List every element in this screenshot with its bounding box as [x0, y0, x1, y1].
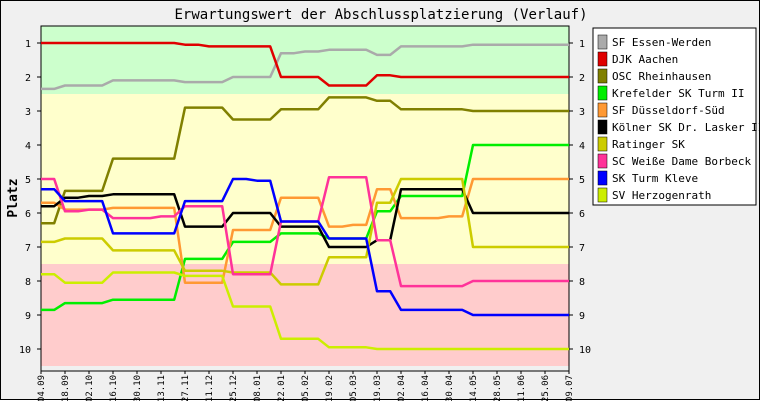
x-tick-label: 25.06	[541, 375, 551, 401]
series-line	[41, 177, 569, 284]
y-tick-label-left: 10	[19, 345, 31, 356]
legend-label: Ratinger SK	[612, 138, 685, 151]
y-tick-label-left: 2	[25, 73, 31, 84]
x-tick-label: 13.11	[157, 375, 167, 401]
y-tick-label-right: 4	[579, 141, 585, 152]
y-tick-label-left: 1	[25, 39, 31, 50]
y-tick-label-right: 9	[579, 311, 585, 322]
y-tick-label-left: 7	[25, 243, 31, 254]
legend-swatch	[597, 85, 608, 101]
y-tick-label-left: 8	[25, 277, 31, 288]
y-tick-label-right: 6	[579, 209, 585, 220]
legend-swatch	[597, 136, 608, 152]
legend-swatch	[597, 187, 608, 203]
series-line	[41, 96, 569, 225]
legend-label: SK Turm Kleve	[612, 172, 698, 185]
legend-label: DJK Aachen	[612, 53, 678, 66]
legend-label: SV Herzogenrath	[612, 189, 711, 202]
x-tick-label: 02.04	[397, 375, 407, 401]
legend-swatch	[597, 119, 608, 135]
x-tick-label: 14.05	[469, 375, 479, 401]
y-tick-label-left: 9	[25, 311, 31, 322]
x-tick-label: 18.09	[61, 375, 71, 401]
series-line	[41, 177, 569, 286]
legend-label: Kölner SK Dr. Lasker II	[612, 121, 760, 134]
x-tick-label: 30.04	[445, 375, 455, 401]
y-axis-label: Platz	[6, 178, 21, 217]
y-tick-label-left: 5	[25, 175, 31, 186]
x-tick-label: 19.03	[373, 375, 383, 401]
x-tick-label: 05.02	[301, 375, 311, 401]
y-tick-label-right: 10	[579, 345, 591, 356]
x-tick-label: 22.01	[277, 375, 287, 401]
x-tick-label: 04.09	[37, 375, 47, 401]
x-tick-label: 09.07	[565, 375, 575, 401]
legend-swatch	[597, 170, 608, 186]
legend-swatch	[597, 51, 608, 67]
x-tick-label: 27.11	[181, 375, 191, 401]
y-tick-label-left: 6	[25, 209, 31, 220]
legend-swatch	[597, 102, 608, 118]
y-tick-label-left: 3	[25, 107, 31, 118]
x-tick-label: 16.10	[109, 375, 119, 401]
x-tick-label: 05.03	[349, 375, 359, 401]
series-line	[41, 41, 569, 87]
series-line	[41, 143, 569, 312]
zone-band	[41, 26, 569, 94]
legend-label: SC Weiße Dame Borbeck	[612, 155, 751, 168]
series-line	[41, 187, 569, 249]
x-tick-label: 19.02	[325, 375, 335, 401]
x-tick-label: 02.10	[85, 375, 95, 401]
x-tick-label: 28.05	[493, 375, 503, 401]
y-tick-label-right: 3	[579, 107, 585, 118]
series-line	[41, 271, 569, 351]
legend-swatch	[597, 34, 608, 50]
legend-label: SF Düsseldorf-Süd	[612, 104, 725, 117]
legend-box	[592, 27, 757, 206]
y-tick-label-left: 4	[25, 141, 31, 152]
series-line	[41, 43, 569, 91]
legend-label: Krefelder SK Turm II	[612, 87, 744, 100]
x-tick-label: 25.12	[229, 375, 239, 401]
x-tick-label: 11.06	[517, 375, 527, 401]
y-tick-label-right: 8	[579, 277, 585, 288]
y-tick-label-right: 2	[579, 73, 585, 84]
x-tick-label: 11.12	[205, 375, 215, 401]
y-tick-label-right: 1	[579, 39, 585, 50]
legend-label: SF Essen-Werden	[612, 36, 711, 49]
y-tick-label-right: 5	[579, 175, 585, 186]
axis-ticks: 1 1 2 2 3 3 4 4 5 5 6 6 7 7 8 8 9 9 10 10 04.09 18.09 02.10 16.…	[19, 39, 591, 401]
legend-label: OSC Rheinhausen	[612, 70, 711, 83]
series-line	[41, 177, 569, 317]
legend: SF Essen-Werden DJK Aachen OSC Rheinhausen…	[592, 27, 760, 206]
legend-swatch	[597, 68, 608, 84]
legend-swatch	[597, 153, 608, 169]
chart-title: Erwartungswert der Abschlussplatzierung …	[174, 7, 587, 23]
y-tick-label-right: 7	[579, 243, 585, 254]
x-tick-label: 16.04	[421, 375, 431, 401]
series-lines	[41, 41, 569, 351]
x-tick-label: 08.01	[253, 375, 263, 401]
x-tick-label: 30.10	[133, 375, 143, 401]
